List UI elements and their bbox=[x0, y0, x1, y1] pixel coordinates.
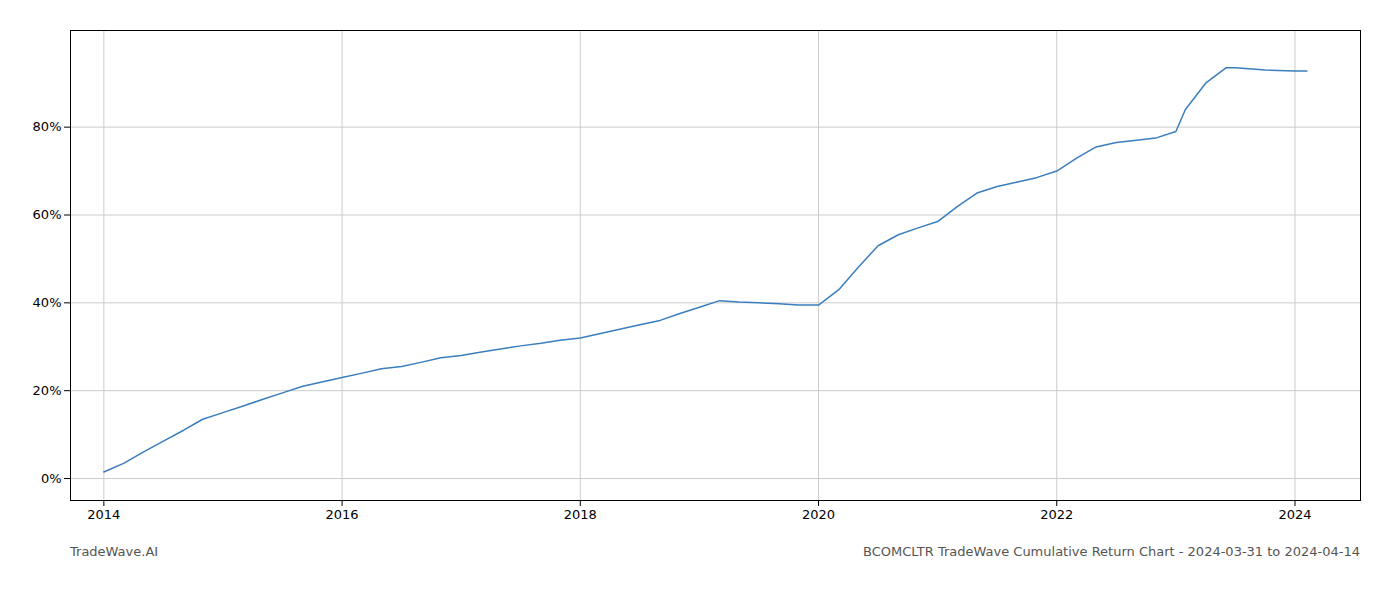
svg-text:2022: 2022 bbox=[1040, 507, 1073, 522]
svg-text:2014: 2014 bbox=[87, 507, 120, 522]
svg-text:80%: 80% bbox=[33, 119, 62, 134]
svg-text:40%: 40% bbox=[33, 295, 62, 310]
svg-text:2020: 2020 bbox=[802, 507, 835, 522]
svg-text:20%: 20% bbox=[33, 383, 62, 398]
svg-text:0%: 0% bbox=[41, 471, 62, 486]
svg-text:2016: 2016 bbox=[326, 507, 359, 522]
html-text:TradeWave.AI: TradeWave.AI bbox=[70, 544, 159, 559]
svg-text:60%: 60% bbox=[33, 207, 62, 222]
svg-text:2018: 2018 bbox=[564, 507, 597, 522]
svg-text:2024: 2024 bbox=[1278, 507, 1311, 522]
html-text:BCOMCLTR TradeWave Cumulative: BCOMCLTR TradeWave Cumulative Return Cha… bbox=[863, 544, 1360, 559]
